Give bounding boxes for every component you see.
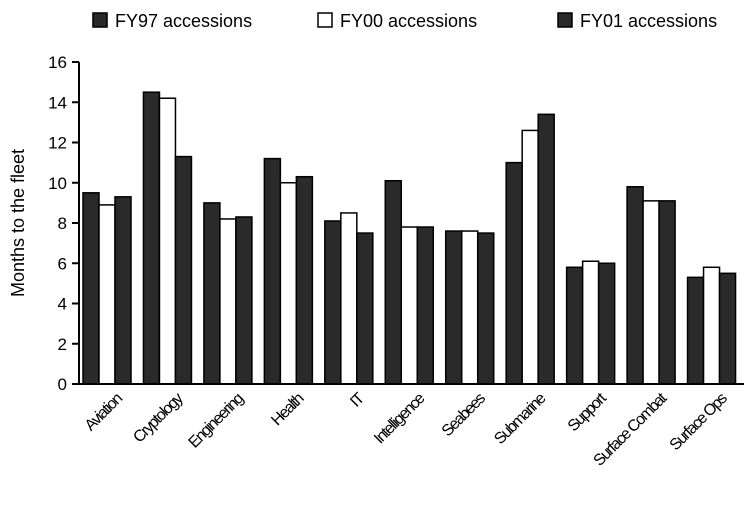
bar-fy01-accessions-intelligence	[416, 226, 435, 385]
x-tick-label: Engineering	[186, 390, 247, 451]
legend-label-fy01-accessions: FY01 accessions	[580, 11, 717, 31]
bar-fy97-accessions-support	[565, 266, 584, 385]
bar-fy01-accessions-health	[295, 175, 314, 385]
bar-fy00-accessions-seabees	[460, 230, 479, 385]
y-tick-label: 10	[48, 174, 67, 193]
bar-fy01-accessions-seabees	[476, 232, 495, 385]
bar-fy00-accessions-surface-ops	[702, 266, 721, 385]
bar-fy00-accessions-support	[581, 260, 600, 385]
y-tick-label: 2	[58, 335, 67, 354]
bar-fy97-accessions-cryptology	[142, 91, 161, 385]
legend-swatch-fy01-accessions	[557, 12, 573, 28]
bar-fy97-accessions-it	[324, 220, 342, 385]
bar-fy97-accessions-intelligence	[384, 179, 403, 385]
bar-fy00-accessions-submarine	[521, 129, 539, 385]
bar-fy01-accessions-it	[356, 232, 374, 385]
bar-fy01-accessions-support	[597, 262, 616, 385]
x-tick-label: Health	[268, 390, 307, 429]
x-tick-label: Surface Ops	[667, 390, 731, 454]
bar-fy00-accessions-aviation	[98, 204, 116, 385]
y-tick-label: 16	[48, 53, 67, 72]
x-tick-label: Aviation	[82, 390, 126, 434]
bar-fy97-accessions-surface-combat	[626, 186, 644, 385]
legend-swatch-fy00-accessions	[317, 12, 333, 28]
x-tick-label: IT	[347, 390, 368, 411]
y-tick-label: 6	[58, 254, 67, 273]
y-tick-label: 0	[58, 375, 67, 394]
bar-fy97-accessions-health	[263, 157, 282, 385]
x-axis: Aviation Cryptology Engineering Health IT Int…	[79, 383, 744, 470]
y-tick-label: 4	[58, 295, 67, 314]
bar-fy01-accessions-surface-combat	[658, 200, 676, 385]
bar-fy97-accessions-surface-ops	[686, 276, 705, 385]
bar-fy97-accessions-aviation	[82, 192, 100, 385]
bar-fy00-accessions-engineering	[219, 218, 237, 385]
x-tick-label: Submarine	[491, 390, 549, 448]
bar-fy01-accessions-surface-ops	[718, 272, 737, 385]
bars	[82, 91, 737, 385]
y-tick-label: 14	[48, 93, 67, 112]
bar-fy01-accessions-cryptology	[174, 155, 193, 385]
legend-swatch-fy97-accessions	[92, 12, 108, 28]
bar-fy00-accessions-surface-combat	[642, 200, 660, 385]
bar-fy00-accessions-intelligence	[400, 226, 419, 385]
legend-label-fy00-accessions: FY00 accessions	[340, 11, 477, 31]
bar-fy97-accessions-submarine	[505, 161, 523, 385]
bar-fy00-accessions-it	[340, 212, 358, 385]
bar-fy01-accessions-aviation	[114, 196, 132, 385]
x-tick-label: Seabees	[439, 390, 489, 440]
bar-fy00-accessions-cryptology	[158, 97, 177, 385]
legend: FY97 accessions FY00 accessions FY01 acces…	[92, 11, 717, 31]
x-tick-label: Intelligence	[371, 390, 429, 448]
bar-fy01-accessions-submarine	[537, 113, 555, 385]
y-axis: 0 2 4 6 8 10 12 14 16	[48, 53, 80, 394]
y-tick-label: 8	[58, 214, 67, 233]
x-tick-label: Support	[565, 389, 611, 435]
x-tick-label: Cryptology	[130, 390, 187, 447]
y-axis-title: Months to the fleet	[8, 149, 28, 297]
bar-fy00-accessions-health	[279, 182, 298, 385]
bar-fy01-accessions-engineering	[235, 216, 253, 385]
bar-fy97-accessions-engineering	[203, 202, 221, 385]
bar-fy97-accessions-seabees	[444, 230, 463, 385]
legend-label-fy97-accessions: FY97 accessions	[115, 11, 252, 31]
y-tick-label: 12	[48, 134, 67, 153]
